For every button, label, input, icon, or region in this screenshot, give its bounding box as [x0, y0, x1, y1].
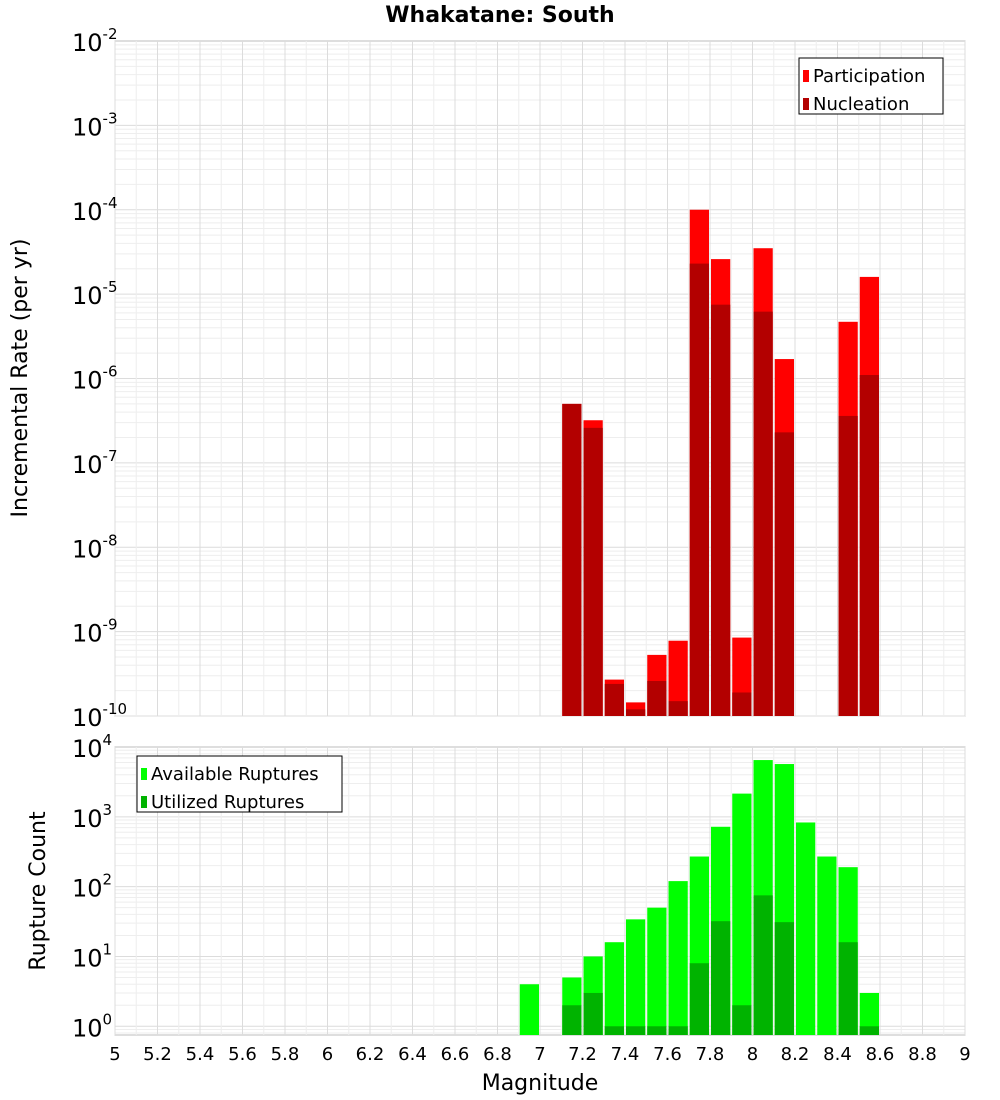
rates-bar-inner [689, 263, 709, 716]
x-tick-label: 6.6 [441, 1044, 470, 1065]
counts-bar-inner [753, 895, 773, 1035]
counts-bar-outer [647, 907, 667, 1035]
counts-legend-box [136, 755, 343, 813]
counts-legend: Available Ruptures Utilized Ruptures [136, 755, 343, 813]
rates-bars [562, 209, 879, 717]
rates-panel: 10-10 10-9 10-8 10-7 10-6 10-5 10-4 10-3 10-2 Par… [72, 25, 966, 732]
counts-bar-inner [859, 1026, 879, 1035]
counts-y-tick-label: 104 [72, 731, 112, 763]
counts-bar-inner [583, 992, 603, 1035]
counts-y-tick-label: 103 [72, 801, 112, 833]
rates-bar-inner [732, 692, 752, 716]
rates-y-tick-label: 10-7 [72, 447, 118, 479]
x-tick-label: 5.6 [228, 1044, 257, 1065]
x-tick-label: 8.6 [866, 1044, 895, 1065]
rates-bar-inner [604, 683, 624, 716]
rates-y-tick-label: 10-8 [72, 531, 118, 563]
counts-bar-outer [817, 856, 837, 1035]
counts-bar-inner [711, 921, 731, 1035]
counts-y-ticks: 100 101 102 103 104 [72, 731, 112, 1042]
rates-y-tick-label: 10-5 [72, 278, 118, 310]
x-tick-label: 8.4 [823, 1044, 852, 1065]
counts-legend-label: Utilized Ruptures [151, 792, 304, 813]
x-tick-label: 5.8 [271, 1044, 300, 1065]
counts-bar-outer [859, 992, 879, 1035]
rates-bar-outer [668, 640, 688, 716]
rates-legend-label: Participation [813, 66, 925, 87]
counts-bar-outer [604, 942, 624, 1035]
rates-y-tick-label: 10-2 [72, 25, 118, 57]
counts-bar-inner [732, 1005, 752, 1035]
rates-grid [114, 41, 966, 717]
counts-y-axis-label: Rupture Count [26, 811, 51, 971]
rates-bar-inner [753, 311, 773, 716]
counts-bar-outer [732, 793, 752, 1035]
counts-y-tick-label: 102 [72, 871, 112, 903]
counts-bar-inner [838, 942, 858, 1035]
rates-y-ticks: 10-10 10-9 10-8 10-7 10-6 10-5 10-4 10-3 10-2 [72, 25, 127, 732]
rates-bar-inner [711, 304, 731, 716]
rates-legend-swatch [803, 70, 809, 82]
chart-title: Whakatane: South [385, 3, 614, 28]
x-axis-label: Magnitude [482, 1071, 599, 1096]
rates-y-tick-label: 10-3 [72, 109, 118, 141]
x-tick-label: 6.4 [398, 1044, 427, 1065]
rates-bar-inner [668, 701, 688, 716]
rates-legend-label: Nucleation [813, 94, 909, 115]
counts-bar-inner [626, 1026, 646, 1035]
counts-bar-outer [796, 822, 816, 1035]
x-tick-label: 8 [747, 1044, 758, 1065]
x-tick-label: 5.4 [186, 1044, 215, 1065]
rates-y-axis-label: Incremental Rate (per yr) [8, 239, 33, 518]
counts-legend-swatch [141, 768, 147, 780]
counts-bar-outer [519, 984, 539, 1035]
rates-bar-inner [562, 403, 582, 716]
x-tick-label: 7.6 [653, 1044, 682, 1065]
x-tick-label: 8.8 [908, 1044, 937, 1065]
x-tick-label: 6.2 [356, 1044, 385, 1065]
counts-bar-inner [689, 963, 709, 1035]
counts-bars [519, 760, 879, 1035]
rates-y-tick-label: 10-4 [72, 194, 118, 226]
rates-bar-inner [626, 709, 646, 716]
rates-bar-inner [647, 680, 667, 716]
rates-legend-swatch [803, 98, 809, 110]
rates-bar-inner [859, 375, 879, 716]
counts-bar-inner [562, 1005, 582, 1035]
counts-bar-inner [647, 1026, 667, 1035]
x-tick-label: 5 [109, 1044, 120, 1065]
counts-legend-swatch [141, 796, 147, 808]
counts-bar-outer [626, 919, 646, 1035]
rates-bar-inner [583, 427, 603, 716]
x-tick-label: 7 [534, 1044, 545, 1065]
counts-bar-inner [604, 1026, 624, 1035]
x-tick-label: 6.8 [483, 1044, 512, 1065]
counts-legend-label: Available Ruptures [151, 764, 319, 785]
x-tick-label: 7.8 [696, 1044, 725, 1065]
rates-y-tick-label: 10-6 [72, 363, 118, 395]
rates-bar-inner [774, 432, 794, 716]
rates-y-tick-label: 10-9 [72, 616, 118, 648]
counts-y-tick-label: 101 [72, 940, 112, 972]
counts-bar-outer [668, 881, 688, 1035]
x-tick-label: 8.2 [781, 1044, 810, 1065]
counts-panel: 100 101 102 103 104 Available Ruptures Utilize… [72, 731, 966, 1042]
counts-y-tick-label: 100 [72, 1010, 112, 1042]
x-tick-label: 9 [959, 1044, 970, 1065]
x-tick-label: 7.4 [611, 1044, 640, 1065]
x-tick-label: 6 [322, 1044, 333, 1065]
counts-bar-inner [774, 922, 794, 1035]
x-tick-label: 7.2 [568, 1044, 597, 1065]
rates-legend-box [798, 57, 944, 115]
counts-bar-inner [668, 1026, 688, 1035]
x-axis: 5 5.2 5.4 5.6 5.8 6 6.2 6.4 6.6 6.8 7 7.2 7.4 7.6 7.8 8… [109, 1044, 970, 1065]
rates-legend: Participation Nucleation [798, 57, 944, 115]
x-tick-label: 5.2 [143, 1044, 172, 1065]
rates-bar-inner [838, 415, 858, 716]
rates-y-tick-label: 10-10 [72, 700, 127, 732]
